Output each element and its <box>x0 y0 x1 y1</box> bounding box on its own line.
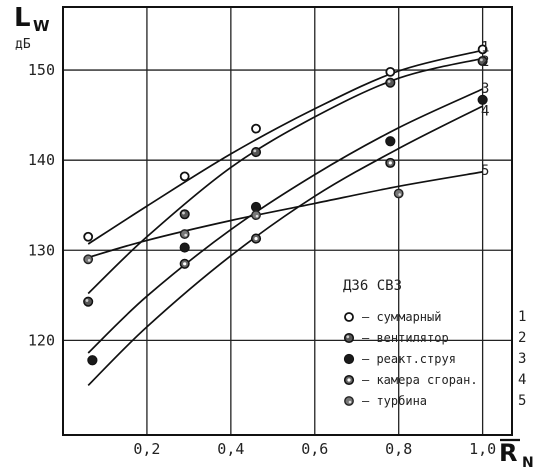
legend-label-1: — суммарный <box>362 310 441 324</box>
series-end-labels: 12 3 4 5 <box>481 40 489 179</box>
y-axis-subscript: W <box>33 17 50 35</box>
legend-label-3: — реакт.струя <box>362 352 456 366</box>
data-point-series-5 <box>393 188 404 199</box>
series-end-label-5: 5 <box>481 163 489 179</box>
data-point-series-3 <box>385 136 396 147</box>
legend-items: — суммарный 1 — вентилятор 2 — реакт.струя 3 —… <box>343 309 526 409</box>
series-end-label-1: 1 <box>481 40 489 56</box>
data-point-series-2 <box>477 56 488 67</box>
y-axis-symbol: L <box>14 3 31 33</box>
legend-label-5: — турбина <box>362 394 427 408</box>
series-line-4 <box>87 105 483 387</box>
legend-marker-5 <box>344 396 354 406</box>
data-point-series-1 <box>179 171 190 182</box>
legend-number-5: 5 <box>518 393 526 409</box>
y-axis-title: L W дБ <box>14 3 50 52</box>
y-tick-label: 140 <box>28 151 55 169</box>
series-end-label-3: 3 <box>481 81 489 97</box>
y-axis-unit: дБ <box>15 37 31 52</box>
x-axis-title: R N <box>499 438 534 471</box>
x-axis-symbol: R <box>499 439 517 467</box>
data-point-series-1 <box>251 123 261 134</box>
y-tick-label: 120 <box>28 331 55 349</box>
data-point-series-1 <box>477 44 488 55</box>
x-tick-label: 1,0 <box>469 440 496 458</box>
x-axis-subscript: N <box>522 455 534 471</box>
data-point-series-4 <box>250 233 262 244</box>
series-curves <box>87 49 483 387</box>
y-tick-label: 150 <box>28 61 55 79</box>
data-point-series-3 <box>87 355 98 366</box>
legend-title: Д36 СВЗ <box>343 278 402 294</box>
x-tick-label: 0,8 <box>385 440 412 458</box>
legend-marker-1 <box>344 312 354 322</box>
legend-number-4: 4 <box>518 372 526 388</box>
data-point-series-3 <box>179 242 190 253</box>
plot-frame <box>62 6 513 436</box>
x-tick-label: 0,2 <box>133 440 160 458</box>
data-point-series-1 <box>385 66 396 77</box>
series-end-label-2: 2 <box>481 54 489 70</box>
legend-marker-3 <box>343 353 355 365</box>
y-tick-label: 130 <box>28 241 55 259</box>
data-point-series-5 <box>83 254 94 265</box>
data-point-series-2 <box>83 296 94 307</box>
legend-marker-4 <box>343 374 355 386</box>
legend-number-2: 2 <box>518 330 526 346</box>
grid <box>63 7 512 435</box>
legend-number-3: 3 <box>518 351 526 367</box>
data-point-series-5 <box>251 210 261 221</box>
y-tick-labels: 120 130 140 150 <box>28 61 55 349</box>
data-point-series-2 <box>250 147 262 158</box>
data-point-series-2 <box>385 77 396 88</box>
data-point-series-3 <box>477 94 488 105</box>
data-point-series-1 <box>83 231 94 242</box>
series-line-1 <box>87 49 483 245</box>
legend: Д36 СВЗ — суммарный 1 — вентилятор 2 — реакт… <box>343 278 526 409</box>
legend-label-2: — вентилятор <box>362 331 449 345</box>
legend-label-4: — камера сгоран. <box>362 373 478 387</box>
legend-number-1: 1 <box>518 309 526 325</box>
x-tick-label: 0,6 <box>301 440 328 458</box>
data-points <box>83 44 488 366</box>
data-point-series-5 <box>179 229 190 239</box>
x-tick-labels: 0,2 0,4 0,6 0,8 1,0 <box>133 440 496 458</box>
series-end-label-4: 4 <box>481 104 489 120</box>
series-line-3 <box>87 88 483 354</box>
legend-marker-2 <box>343 332 355 344</box>
data-point-series-4 <box>179 258 190 269</box>
series-line-5 <box>87 171 483 259</box>
data-point-series-4 <box>385 157 396 168</box>
data-point-series-2 <box>179 209 190 220</box>
x-tick-label: 0,4 <box>217 440 244 458</box>
